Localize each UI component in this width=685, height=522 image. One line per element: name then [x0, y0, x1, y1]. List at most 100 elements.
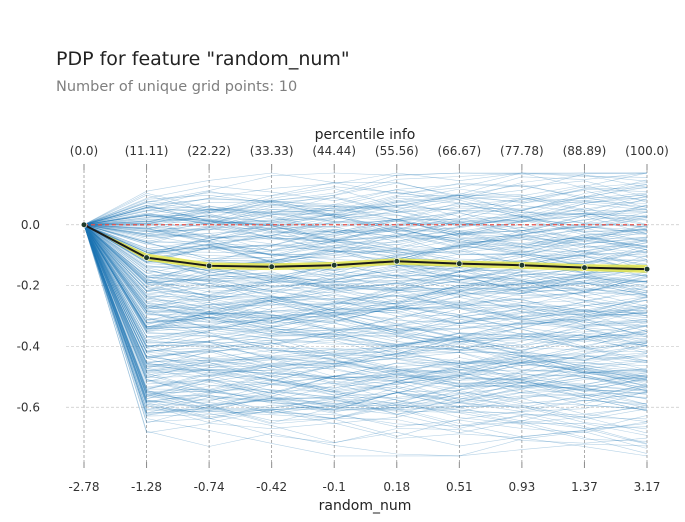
x-tick-label: -0.74: [194, 480, 225, 494]
ice-line: [83, 213, 648, 232]
x-tick-label: 1.37: [571, 480, 598, 494]
ice-line: [83, 224, 648, 323]
ice-line: [83, 224, 648, 424]
pdp-point: [268, 263, 275, 270]
ice-line: [83, 224, 648, 399]
ice-line: [83, 187, 648, 256]
ice-line: [83, 224, 648, 364]
ice-line: [83, 224, 648, 348]
ice-line: [83, 194, 648, 225]
ice-line: [83, 224, 648, 327]
ice-line: [83, 224, 648, 378]
ice-line: [83, 193, 648, 231]
ice-line: [83, 224, 648, 331]
ice-line: [83, 202, 648, 232]
ice-line: [83, 224, 648, 406]
ice-line: [83, 213, 648, 233]
ice-line: [83, 224, 648, 366]
ice-line: [83, 224, 648, 325]
ice-line: [83, 224, 648, 328]
ice-line: [83, 224, 648, 292]
ice-line: [83, 224, 648, 332]
ice-line: [83, 209, 648, 227]
ice-line: [83, 224, 648, 396]
ice-line: [83, 224, 648, 420]
ice-line: [83, 213, 648, 273]
ice-line: [83, 224, 648, 378]
ice-line: [83, 224, 648, 348]
ice-line: [83, 224, 648, 399]
y-tick-label: -0.2: [17, 279, 40, 293]
ice-line: [83, 224, 648, 382]
ice-lines: [83, 172, 648, 457]
ice-line: [83, 224, 648, 412]
pdp-point: [393, 258, 400, 265]
y-tick-labels: 0.0 -0.2 -0.4 -0.6: [17, 218, 40, 415]
ice-line: [83, 224, 648, 345]
ice-line: [83, 184, 648, 225]
ice-line: [83, 191, 648, 233]
ice-line: [83, 224, 648, 293]
ice-line: [83, 224, 648, 325]
x-tick-label: 3.17: [634, 480, 661, 494]
y-tick-label: -0.4: [17, 339, 40, 353]
ice-line: [83, 224, 648, 373]
ice-line: [83, 224, 648, 381]
ice-line: [83, 224, 648, 342]
ice-line: [83, 224, 648, 277]
ice-line: [83, 224, 648, 401]
ice-line: [83, 172, 648, 225]
ice-line: [83, 214, 648, 256]
chart-title: PDP for feature "random_num": [56, 48, 350, 70]
ice-line: [83, 217, 648, 243]
ice-line: [83, 224, 648, 328]
percentile-tick-labels: (0.0) (11.11) (22.22) (33.33) (44.44) (55.56)…: [70, 144, 669, 158]
x-tick-label: -2.78: [68, 480, 99, 494]
ice-line: [83, 224, 648, 424]
ice-line: [83, 224, 648, 315]
ice-line: [83, 224, 648, 412]
ice-line: [83, 224, 648, 316]
ice-line: [83, 224, 648, 371]
ice-line: [83, 224, 648, 392]
ice-line: [83, 224, 648, 320]
ice-line: [83, 224, 648, 447]
pdp-point: [518, 262, 525, 269]
ice-line: [83, 201, 648, 225]
ice-line: [83, 174, 648, 225]
ice-line: [83, 224, 648, 362]
ice-line: [83, 224, 648, 343]
ice-line: [83, 224, 648, 293]
ice-line: [83, 224, 648, 438]
ice-line: [83, 224, 648, 413]
ice-line: [83, 224, 648, 300]
ice-line: [83, 220, 648, 268]
ice-line: [83, 211, 648, 256]
y-tick-label: -0.6: [17, 400, 40, 414]
ice-line: [83, 193, 648, 225]
pdp-points: [80, 221, 651, 273]
ice-line: [83, 206, 648, 245]
ice-line: [83, 224, 648, 403]
ice-line: [83, 224, 648, 395]
ice-line: [83, 224, 648, 415]
ice-line: [83, 224, 648, 354]
ice-line: [83, 224, 648, 413]
ice-line: [83, 224, 648, 309]
ice-line: [83, 186, 648, 226]
ice-line: [83, 224, 648, 394]
ice-line: [83, 224, 648, 390]
ice-line: [83, 215, 648, 235]
ice-line: [83, 224, 648, 329]
ice-line: [83, 224, 648, 346]
ice-line: [83, 214, 648, 265]
x-tick-label: -0.1: [323, 480, 346, 494]
ice-line: [83, 186, 648, 243]
ice-line: [83, 224, 648, 429]
ice-line: [83, 224, 648, 388]
percentile-tick-label: (0.0): [70, 144, 98, 158]
ice-line: [83, 208, 648, 237]
ice-line: [83, 224, 648, 336]
ice-line: [83, 224, 648, 412]
ice-line: [83, 196, 648, 227]
